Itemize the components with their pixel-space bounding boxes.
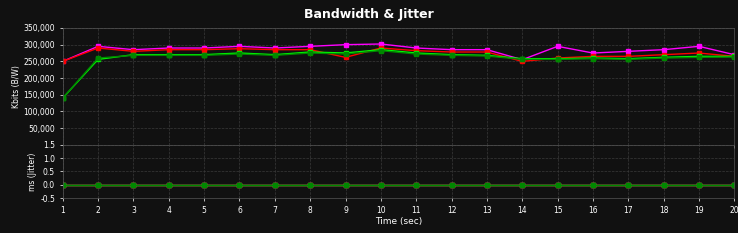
X-axis label: Time (sec): Time (sec): [375, 217, 422, 226]
Text: Bandwidth & Jitter: Bandwidth & Jitter: [304, 8, 434, 21]
Y-axis label: ms (Jitter): ms (Jitter): [29, 152, 38, 191]
Y-axis label: Kbits (B/W): Kbits (B/W): [12, 65, 21, 108]
